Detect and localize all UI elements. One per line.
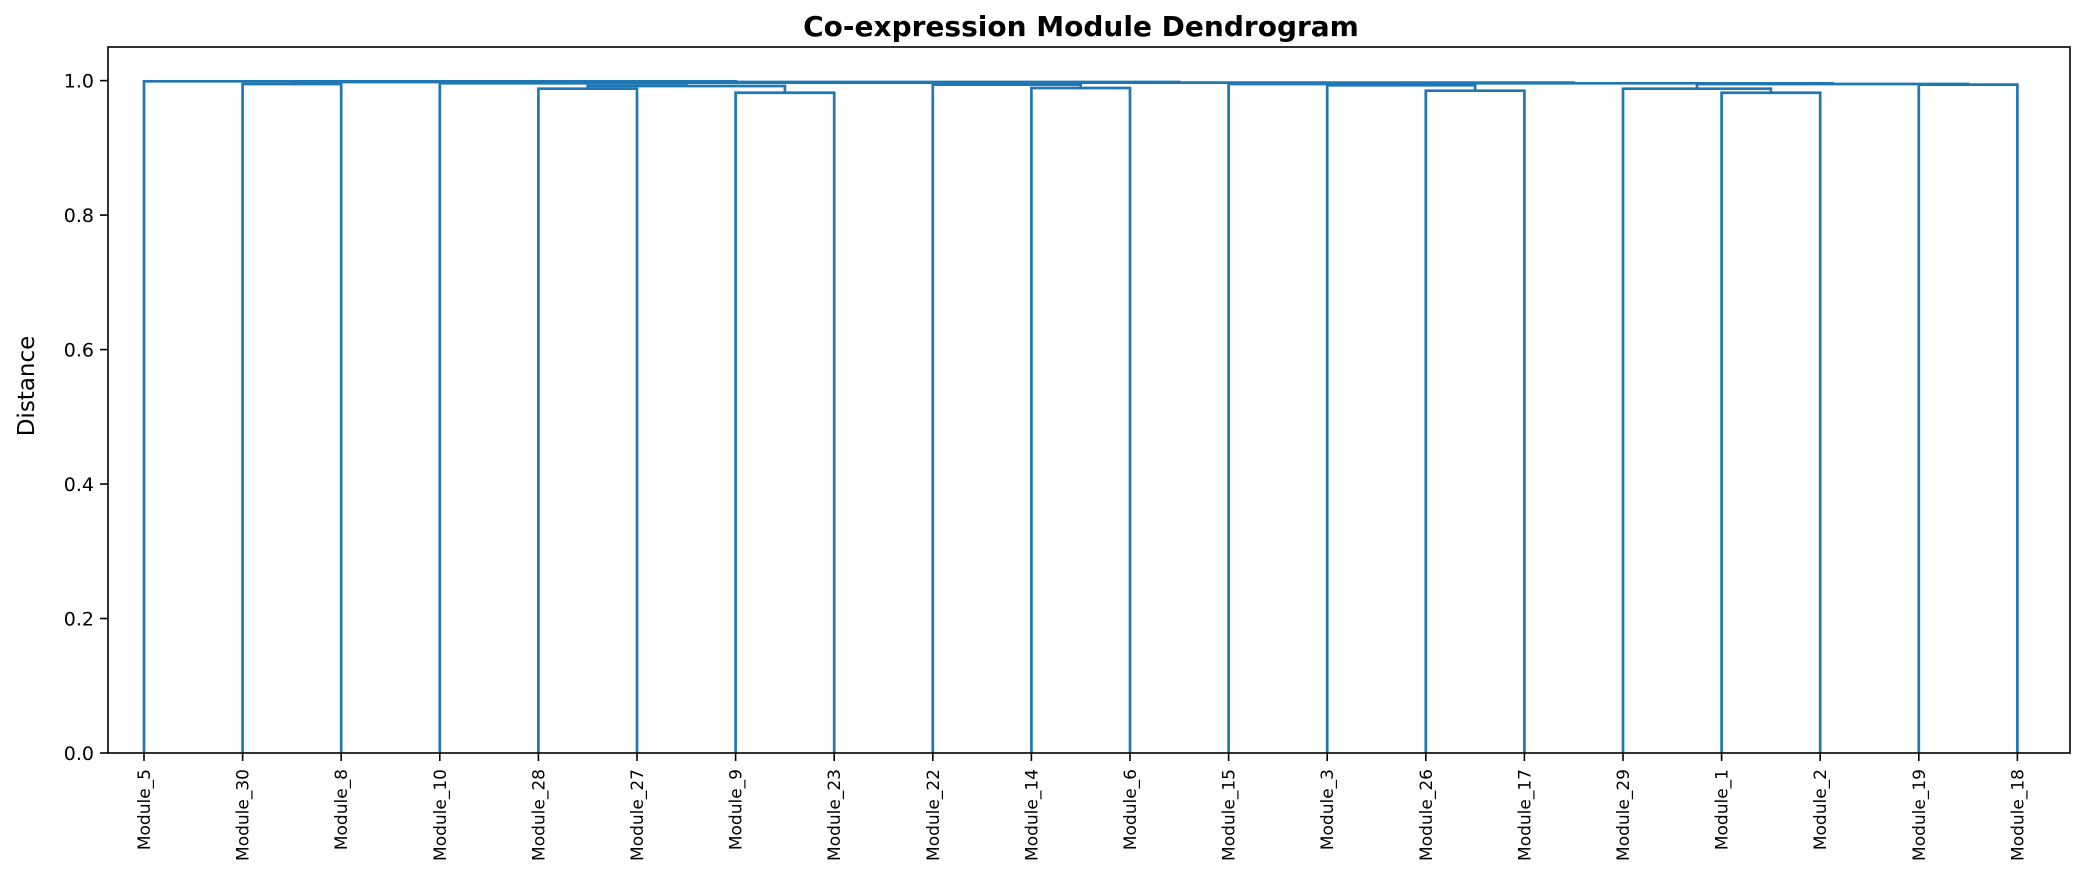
leaf-label: Module_3 [1318, 769, 1338, 850]
y-tick-label: 0.2 [64, 609, 94, 631]
leaf-label: Module_9 [727, 769, 747, 850]
leaf-label: Module_29 [1614, 769, 1634, 861]
leaf-label: Module_14 [1022, 769, 1042, 861]
dendrogram-branches [142, 79, 2019, 753]
leaf-label: Module_2 [1811, 769, 1831, 850]
y-tick-label: 1.0 [64, 71, 94, 93]
dendrogram-link [1424, 89, 1526, 753]
y-tick-label: 0.4 [64, 474, 94, 496]
leaf-label: Module_19 [1910, 769, 1930, 861]
dendrogram-link [241, 82, 343, 753]
dendrogram-link [537, 87, 639, 753]
chart-title: Co-expression Module Dendrogram [803, 10, 1359, 43]
y-tick-label: 0.8 [64, 205, 94, 227]
y-axis-ticks: 0.0 0.2 0.4 0.6 0.8 1.0 [64, 71, 108, 765]
dendrogram-link [142, 79, 737, 753]
leaf-label: Module_8 [332, 769, 352, 850]
leaf-label: Module_28 [529, 769, 549, 861]
y-tick-label: 0.6 [64, 340, 94, 362]
dendrogram-link [438, 81, 688, 753]
y-axis-label: Distance [14, 336, 40, 437]
leaf-label: Module_10 [431, 769, 451, 861]
leaf-label: Module_23 [825, 769, 845, 861]
leaf-label: Module_15 [1220, 769, 1240, 861]
dendrogram-link [931, 83, 1083, 753]
leaf-label: Module_26 [1417, 769, 1437, 861]
leaf-label: Module_30 [234, 769, 254, 861]
dendrogram-link [586, 84, 787, 93]
leaf-label: Module_27 [628, 769, 648, 861]
leaf-label: Module_1 [1713, 769, 1733, 850]
leaf-label: Module_6 [1121, 769, 1141, 850]
leaf-label: Module_17 [1515, 769, 1535, 861]
plot-frame [107, 46, 2071, 754]
dendrogram-link [1030, 86, 1132, 753]
x-axis-ticks: Module_5 Module_30 Module_8 Module_10 Module… [135, 753, 2028, 861]
dendrogram-link [1720, 91, 1822, 753]
dendrogram-link [1621, 87, 1773, 753]
dendrogram-link [734, 91, 836, 753]
leaf-label: Module_18 [2008, 769, 2028, 861]
dendrogram-link [1227, 82, 1403, 753]
dendrogram-link [1325, 83, 1477, 753]
y-tick-label: 0.0 [64, 743, 94, 765]
leaf-label: Module_22 [924, 769, 944, 861]
dendrogram-link [1917, 83, 2019, 753]
leaf-label: Module_5 [135, 769, 155, 850]
